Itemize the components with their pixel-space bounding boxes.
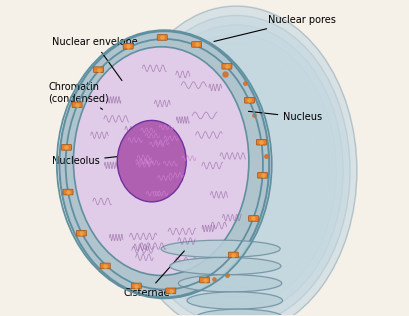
Ellipse shape: [161, 240, 279, 258]
FancyBboxPatch shape: [76, 230, 86, 236]
FancyBboxPatch shape: [100, 263, 110, 269]
FancyBboxPatch shape: [61, 144, 71, 150]
Ellipse shape: [117, 120, 186, 202]
Ellipse shape: [115, 6, 356, 316]
FancyBboxPatch shape: [123, 43, 133, 49]
Ellipse shape: [195, 309, 283, 316]
Text: Nucleolus: Nucleolus: [52, 155, 130, 166]
FancyBboxPatch shape: [157, 35, 167, 40]
FancyBboxPatch shape: [228, 252, 238, 258]
Ellipse shape: [136, 34, 335, 307]
Ellipse shape: [150, 53, 321, 288]
FancyBboxPatch shape: [248, 216, 258, 221]
FancyBboxPatch shape: [256, 139, 266, 145]
Ellipse shape: [122, 15, 349, 316]
FancyBboxPatch shape: [244, 97, 254, 103]
Text: Nucleus: Nucleus: [248, 111, 321, 122]
Ellipse shape: [187, 292, 282, 309]
Text: Chromatin
(condensed): Chromatin (condensed): [48, 82, 109, 109]
FancyBboxPatch shape: [63, 189, 73, 195]
FancyBboxPatch shape: [93, 67, 103, 72]
Ellipse shape: [143, 44, 328, 297]
Ellipse shape: [178, 275, 281, 292]
FancyBboxPatch shape: [199, 277, 209, 283]
FancyBboxPatch shape: [191, 42, 201, 47]
FancyBboxPatch shape: [72, 102, 82, 108]
Text: Nuclear envelope: Nuclear envelope: [52, 37, 137, 81]
Text: Nuclear pores: Nuclear pores: [213, 15, 335, 41]
FancyBboxPatch shape: [131, 283, 141, 289]
Ellipse shape: [129, 25, 342, 316]
Text: Cisternae: Cisternae: [123, 251, 184, 298]
FancyBboxPatch shape: [166, 288, 175, 294]
FancyBboxPatch shape: [257, 173, 267, 178]
Ellipse shape: [59, 31, 269, 297]
Ellipse shape: [169, 258, 280, 275]
FancyBboxPatch shape: [221, 64, 231, 69]
Ellipse shape: [73, 47, 248, 276]
